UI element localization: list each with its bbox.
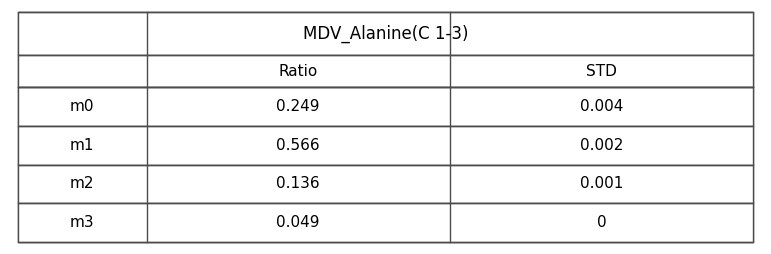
Text: m1: m1 (70, 138, 95, 153)
Text: MDV_Alanine(C 1-3): MDV_Alanine(C 1-3) (303, 24, 468, 42)
Bar (18, 55, 753, 87)
Text: Ratio: Ratio (278, 64, 318, 78)
Bar (18, 203, 753, 242)
Bar (18, 126, 753, 165)
Bar (18, 12, 753, 55)
Text: 0.136: 0.136 (277, 177, 320, 192)
Text: 0.002: 0.002 (580, 138, 623, 153)
Bar (18, 165, 753, 203)
Text: STD: STD (586, 64, 617, 78)
Text: 0.004: 0.004 (580, 99, 623, 114)
Text: 0.566: 0.566 (277, 138, 320, 153)
Text: 0.249: 0.249 (277, 99, 320, 114)
Text: 0.049: 0.049 (277, 215, 320, 230)
Bar (18, 87, 753, 126)
Text: m0: m0 (70, 99, 95, 114)
Text: 0.001: 0.001 (580, 177, 623, 192)
Text: m3: m3 (70, 215, 95, 230)
Text: 0: 0 (597, 215, 606, 230)
Text: m2: m2 (70, 177, 95, 192)
